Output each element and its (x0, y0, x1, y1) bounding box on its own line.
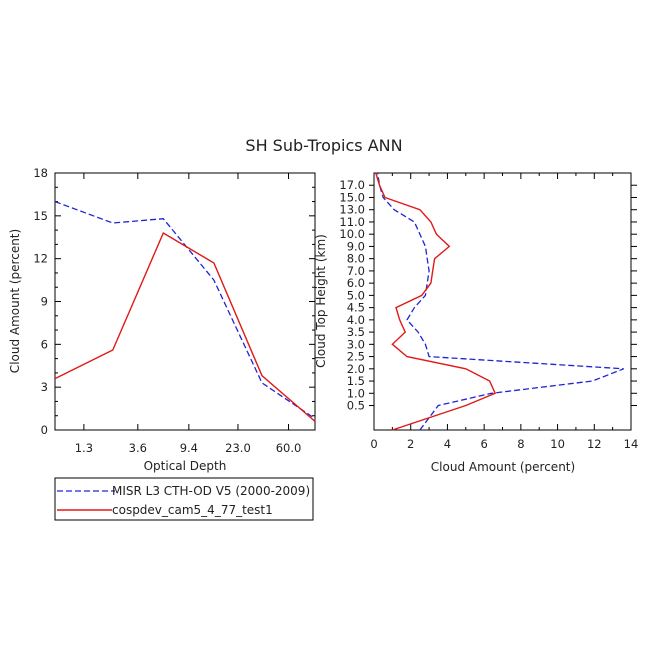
right-y-tick-label: 2.5 (347, 350, 365, 364)
right-y-tick-label: 10.0 (339, 227, 365, 241)
right-x-tick-label: 14 (624, 437, 639, 451)
right-x-tick-label: 6 (480, 437, 487, 451)
left-x-axis-label: Optical Depth (144, 459, 227, 473)
left-ticks: 0 3 6 9 12 15 18 1.3 3.6 9.4 23.0 60.0 (33, 166, 315, 455)
left-y-tick-label: 6 (41, 337, 48, 351)
legend: MISR L3 CTH-OD V5 (2000-2009) cospdev_ca… (54, 477, 314, 521)
right-y-tick-label: 13.0 (339, 203, 365, 217)
right-y-tick-label: 0.5 (347, 399, 365, 413)
left-y-tick-label: 3 (41, 380, 48, 394)
right-y-tick-label: 11.0 (339, 215, 365, 229)
right-ticks: 0 2 4 6 8 10 12 14 0.51.01.52.02.53.03.54.04.55.… (339, 173, 638, 451)
right-y-tick-label: 17.0 (339, 178, 365, 192)
left-x-tick-label: 3.6 (129, 441, 147, 455)
left-x-tick-label: 23.0 (225, 441, 251, 455)
right-y-tick-label: 8.0 (347, 252, 365, 266)
right-x-tick-label: 0 (370, 437, 377, 451)
legend-label-misr: MISR L3 CTH-OD V5 (2000-2009) (112, 484, 310, 498)
right-x-axis-label: Cloud Amount (percent) (431, 460, 575, 474)
right-x-tick-label: 2 (407, 437, 414, 451)
right-series-line-misr (377, 172, 624, 431)
left-series (54, 200, 316, 422)
right-y-tick-label: 3.5 (347, 325, 365, 339)
left-y-tick-label: 18 (33, 166, 48, 180)
left-x-tick-label: 60.0 (276, 441, 302, 455)
right-series (375, 172, 624, 431)
right-series-line-cosp (375, 172, 497, 431)
optical-depth-panel: 0 3 6 9 12 15 18 1.3 3.6 9.4 23.0 60.0 Optical Dept… (8, 166, 316, 473)
right-y-axis-label: Cloud Top Height (km) (314, 234, 328, 368)
right-x-tick-label: 4 (444, 437, 451, 451)
right-y-tick-label: 5.0 (347, 288, 365, 302)
right-y-tick-label: 6.0 (347, 276, 365, 290)
right-y-tick-label: 4.5 (347, 301, 365, 315)
right-x-tick-label: 8 (517, 437, 524, 451)
left-x-tick-label: 9.4 (180, 441, 198, 455)
cloud-top-height-panel: 0 2 4 6 8 10 12 14 0.51.01.52.02.53.03.54.04.55.… (314, 172, 638, 474)
left-y-tick-label: 9 (41, 295, 48, 309)
right-y-tick-label: 3.0 (347, 337, 365, 351)
left-series-line-misr (54, 200, 316, 420)
right-y-tick-label: 1.5 (347, 374, 365, 388)
right-y-tick-label: 2.0 (347, 362, 365, 376)
left-y-tick-label: 12 (33, 252, 48, 266)
right-y-tick-label: 7.0 (347, 264, 365, 278)
legend-box (54, 477, 314, 521)
right-x-tick-label: 12 (587, 437, 602, 451)
right-y-tick-label: 4.0 (347, 313, 365, 327)
right-y-tick-label: 1.0 (347, 386, 365, 400)
left-y-tick-label: 15 (33, 209, 48, 223)
right-y-tick-label: 9.0 (347, 239, 365, 253)
legend-label-cosp: cospdev_cam5_4_77_test1 (112, 503, 273, 517)
left-x-tick-label: 1.3 (75, 441, 93, 455)
right-x-tick-label: 10 (550, 437, 565, 451)
figure-title: SH Sub-Tropics ANN (245, 136, 402, 155)
left-y-axis-label: Cloud Amount (percent) (8, 229, 22, 373)
left-series-line-cosp (54, 231, 316, 422)
left-y-tick-label: 0 (41, 423, 48, 437)
right-y-tick-label: 15.0 (339, 190, 365, 204)
